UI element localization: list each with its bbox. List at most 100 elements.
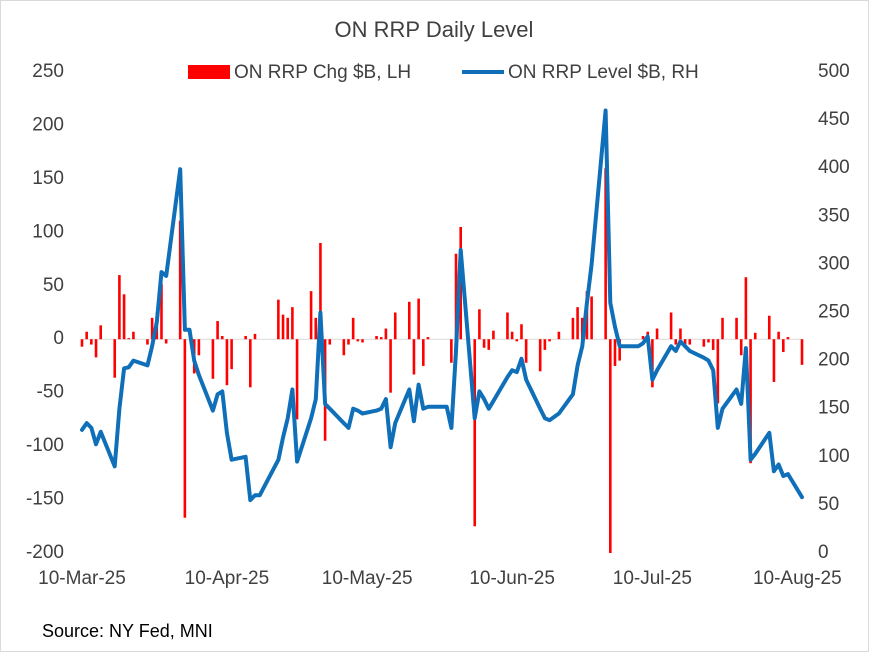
bar <box>389 339 392 393</box>
y-tick-label: 250 <box>32 61 64 82</box>
bar <box>342 339 346 356</box>
bar <box>524 339 528 363</box>
bar <box>576 307 579 340</box>
bar <box>412 339 416 375</box>
bar <box>281 314 285 340</box>
x-tick-label: 10-Jun-25 <box>469 568 555 589</box>
bar <box>421 339 425 366</box>
bar <box>94 339 98 358</box>
y2-tick-label: 0 <box>818 542 829 563</box>
bar <box>85 331 88 340</box>
bar <box>351 317 355 340</box>
bar <box>515 339 519 342</box>
bar <box>777 331 780 340</box>
bar <box>454 253 458 340</box>
y-tick-label: -150 <box>26 489 64 510</box>
bar <box>291 307 294 340</box>
bar <box>220 336 224 340</box>
bar <box>688 339 692 345</box>
bar <box>244 336 247 340</box>
bar <box>590 296 593 340</box>
chart-title: ON RRP Daily Level <box>335 17 534 42</box>
bar <box>450 339 453 363</box>
x-tick-label: 10-Aug-25 <box>753 568 842 589</box>
bar <box>716 339 720 404</box>
bar <box>492 330 495 340</box>
y-tick-label: 100 <box>32 221 64 242</box>
bar <box>482 339 486 348</box>
bar <box>197 339 201 356</box>
y2-tick-label: 250 <box>818 302 850 323</box>
bar <box>225 339 229 386</box>
bar <box>557 331 561 340</box>
bar <box>609 339 612 553</box>
y-tick-label: -50 <box>37 382 64 403</box>
bar <box>178 220 182 340</box>
y2-tick-label: 200 <box>818 350 850 371</box>
x-tick-label: 10-May-25 <box>322 568 413 589</box>
bar <box>800 339 804 365</box>
bar <box>230 339 233 370</box>
legend-label: ON RRP Chg $B, LH <box>234 62 411 83</box>
bar <box>613 339 617 366</box>
bar <box>772 339 776 382</box>
bar <box>744 277 748 340</box>
x-tick-label: 10-Jul-25 <box>613 568 692 589</box>
bar <box>711 339 715 350</box>
bar <box>669 312 673 340</box>
bar <box>618 339 621 361</box>
bar <box>604 168 607 340</box>
bar <box>781 339 785 353</box>
bar <box>253 333 257 340</box>
bar <box>328 339 332 345</box>
bar <box>183 339 187 518</box>
bar <box>510 331 514 340</box>
y-tick-label: 50 <box>43 275 64 296</box>
bar <box>277 299 280 340</box>
line <box>80 108 804 503</box>
bar <box>641 336 645 340</box>
x-tick-label: 10-Apr-25 <box>185 568 270 589</box>
bar <box>487 339 491 350</box>
bar <box>127 338 131 340</box>
bar <box>721 317 724 340</box>
bar <box>707 339 710 343</box>
y-tick-label: -200 <box>26 542 64 563</box>
bar <box>543 339 547 350</box>
bar <box>361 339 364 343</box>
bar <box>520 324 523 340</box>
x-tick-label: 10-Mar-25 <box>38 568 126 589</box>
y-tick-label: 200 <box>32 114 64 135</box>
bar <box>426 337 430 340</box>
bar <box>683 339 687 345</box>
bar <box>379 337 383 340</box>
bar <box>702 339 706 347</box>
bar <box>655 328 659 340</box>
y-tick-label: 150 <box>32 168 64 189</box>
bar <box>679 328 682 340</box>
bar <box>211 339 215 379</box>
bar <box>767 315 771 340</box>
y2-tick-label: 50 <box>818 494 839 515</box>
bar <box>295 339 299 420</box>
bar <box>216 321 219 340</box>
y-tick-label: -100 <box>26 435 64 456</box>
bar <box>753 332 757 340</box>
bar <box>786 337 790 340</box>
bar <box>164 339 168 344</box>
y2-tick-label: 350 <box>818 205 850 226</box>
y-tick-label: 0 <box>53 328 64 349</box>
bar <box>393 312 397 340</box>
y2-tick-label: 150 <box>818 398 850 419</box>
y2-tick-label: 450 <box>818 109 850 130</box>
bar <box>417 298 420 340</box>
source-note: Source: NY Fed, MNI <box>42 621 213 641</box>
bar <box>146 339 149 345</box>
bar <box>132 331 135 340</box>
y2-tick-label: 400 <box>818 157 850 178</box>
legend-label: ON RRP Level $B, RH <box>508 62 699 83</box>
bar <box>735 317 738 340</box>
